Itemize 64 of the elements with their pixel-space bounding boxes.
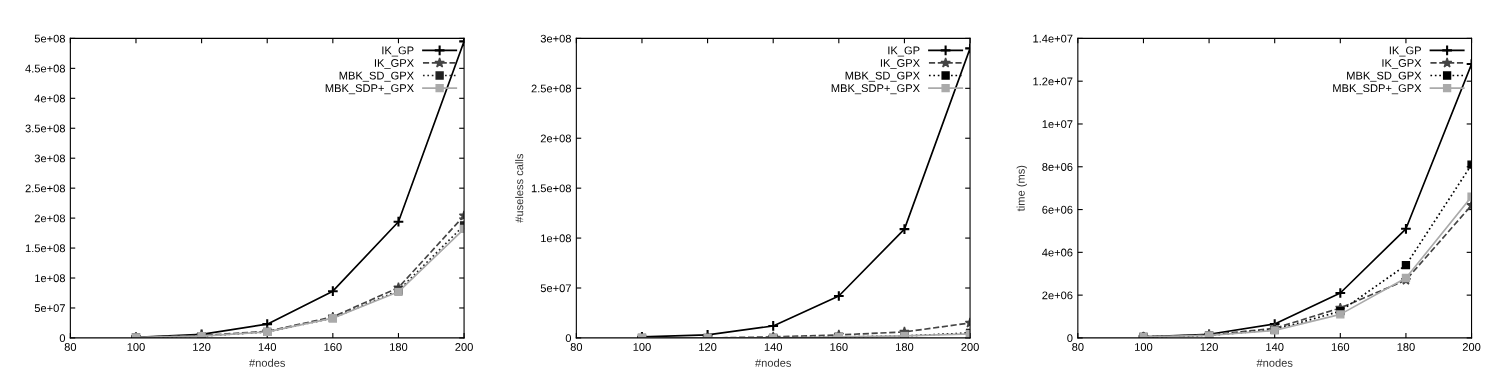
legend-label: IK_GP bbox=[1389, 46, 1421, 57]
x-tick-label: 140 bbox=[764, 343, 783, 351]
y-tick-label: 2e+06 bbox=[1042, 291, 1073, 300]
y-tick-label: 4e+06 bbox=[1042, 248, 1073, 257]
legend-label: IK_GPX bbox=[1382, 59, 1422, 70]
legend-label: MBK_SD_GPX bbox=[1347, 71, 1422, 82]
x-tick-label: 100 bbox=[633, 343, 651, 351]
x-tick-label: 180 bbox=[390, 343, 408, 351]
y-tick-label: 1.4e+07 bbox=[1033, 34, 1073, 43]
y-tick-label: 1.5e+08 bbox=[531, 184, 571, 193]
legend-label: IK_GP bbox=[888, 46, 920, 57]
y-tick-label: 3e+08 bbox=[34, 154, 66, 163]
y-tick-label: 8e+06 bbox=[1042, 163, 1073, 171]
y-tick-label: 1e+08 bbox=[35, 274, 66, 283]
x-tick-label: 160 bbox=[830, 343, 848, 351]
legend-label: IK_GP bbox=[382, 46, 414, 57]
y-tick-label: 6e+06 bbox=[1042, 205, 1073, 214]
y-tick-label: 0 bbox=[565, 334, 572, 343]
y-tick-label: 3e+08 bbox=[540, 34, 571, 43]
legend-label: MBK_SD_GPX bbox=[845, 71, 920, 82]
legend-label: MBK_SD_GPX bbox=[339, 71, 414, 82]
y-tick-label: 4.5e+08 bbox=[25, 64, 66, 73]
x-tick-label: 200 bbox=[1462, 343, 1481, 351]
y-tick-label: 4e+08 bbox=[34, 94, 66, 103]
legend-label: MBK_SDP+_GPX bbox=[1333, 84, 1422, 95]
legend-label: MBK_SDP+_GPX bbox=[831, 84, 920, 95]
legend-label: MBK_SDP+_GPX bbox=[325, 84, 414, 95]
x-tick-label: 120 bbox=[1200, 343, 1218, 351]
x-axis-title: #nodes bbox=[755, 358, 792, 367]
x-tick-label: 80 bbox=[1072, 343, 1084, 351]
x-axis-title: #nodes bbox=[1256, 358, 1293, 367]
y-tick-label: 2e+08 bbox=[34, 214, 66, 223]
y-tick-label: 2e+08 bbox=[540, 134, 571, 143]
x-tick-label: 180 bbox=[1397, 343, 1415, 351]
x-tick-label: 140 bbox=[258, 343, 277, 351]
y-tick-label: 5e+07 bbox=[34, 304, 65, 313]
y-tick-label: 2.5e+08 bbox=[531, 84, 571, 93]
legend-label: IK_GPX bbox=[374, 59, 414, 70]
y-tick-label: 5e+08 bbox=[34, 34, 66, 43]
x-tick-label: 120 bbox=[699, 343, 717, 351]
x-tick-label: 140 bbox=[1266, 343, 1284, 351]
x-tick-label: 80 bbox=[64, 343, 77, 351]
y-axis-title: time (ms) bbox=[1016, 165, 1027, 212]
x-tick-label: 180 bbox=[896, 343, 914, 351]
y-tick-label: 1e+07 bbox=[1042, 120, 1073, 129]
x-axis-title: #nodes bbox=[249, 358, 286, 367]
y-tick-label: 0 bbox=[59, 334, 66, 343]
y-tick-label: 1.5e+08 bbox=[25, 244, 66, 253]
y-axis-title: #useless calls bbox=[515, 153, 524, 223]
x-tick-label: 100 bbox=[1135, 343, 1153, 351]
x-tick-label: 200 bbox=[455, 343, 473, 351]
y-tick-label: 1.2e+07 bbox=[1033, 77, 1073, 86]
x-tick-label: 160 bbox=[1331, 343, 1350, 351]
x-tick-label: 200 bbox=[961, 343, 979, 351]
y-tick-label: 0 bbox=[1067, 334, 1073, 343]
x-tick-label: 80 bbox=[570, 343, 583, 351]
x-tick-label: 120 bbox=[193, 343, 211, 351]
y-tick-label: 3.5e+08 bbox=[25, 124, 66, 133]
y-tick-label: 2.5e+08 bbox=[25, 184, 66, 193]
y-tick-label: 1e+08 bbox=[541, 234, 571, 243]
legend-label: IK_GPX bbox=[880, 59, 920, 70]
y-tick-label: 5e+07 bbox=[540, 284, 571, 293]
x-tick-label: 160 bbox=[324, 343, 342, 351]
x-tick-label: 100 bbox=[127, 343, 145, 351]
